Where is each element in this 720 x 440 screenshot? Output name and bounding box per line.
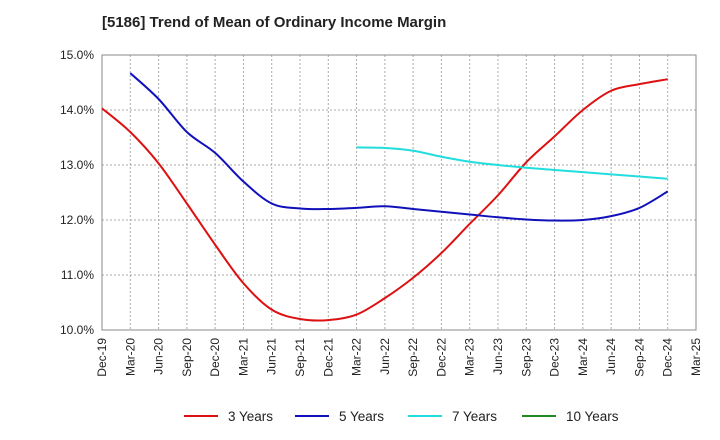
x-tick-label: Dec-21 [321,338,335,377]
legend-item-7-years: 7 Years [408,404,497,428]
x-tick-label: Dec-22 [434,338,448,377]
x-tick-label: Dec-20 [208,338,222,377]
x-tick-label: Mar-24 [576,338,590,376]
legend-item-5-years: 5 Years [295,404,384,428]
x-tick-label: Sep-21 [293,338,307,377]
y-tick-label: 15.0% [60,48,94,62]
x-tick-label: Dec-19 [95,338,109,377]
x-tick-label: Mar-22 [350,338,364,376]
x-tick-label: Mar-23 [463,338,477,376]
x-tick-label: Mar-25 [689,338,703,376]
y-tick-label: 10.0% [60,323,94,337]
y-tick-label: 13.0% [60,158,94,172]
x-tick-label: Sep-24 [632,338,646,377]
chart-title: [5186] Trend of Mean of Ordinary Income … [102,14,447,31]
y-tick-label: 11.0% [61,268,94,282]
y-tick-label: 12.0% [60,213,94,227]
x-tick-label: Sep-20 [180,338,194,377]
x-tick-label: Mar-20 [123,338,137,376]
x-tick-label: Mar-21 [236,338,250,376]
x-tick-label: Jun-22 [378,338,392,375]
plot-frame [101,54,697,331]
x-tick-label: Dec-23 [548,338,562,377]
series-line-7-years [356,146,668,180]
legend-item-3-years: 3 Years [184,404,273,428]
legend-label: 5 Years [339,408,385,424]
legend-label: 7 Years [452,408,498,424]
legend-swatch [408,415,442,417]
legend-label: 10 Years [566,408,619,424]
series-line-5-years [129,72,669,222]
x-tick-label: Jun-21 [265,338,279,375]
x-tick-label: Jun-23 [491,338,505,375]
x-tick-label: Jun-24 [604,338,618,375]
x-tick-label: Sep-23 [519,338,533,377]
grid-lines [102,55,696,330]
series-lines [101,72,669,322]
legend-item-10-years: 10 Years [522,404,619,428]
legend-swatch [295,415,329,417]
x-tick-label: Dec-24 [661,338,675,377]
x-tick-labels: Dec-19 Mar-20 Jun-20 Sep-20 Dec-20 Mar-21 Jun-… [95,338,703,377]
legend-swatch [522,415,556,417]
x-tick-label: Sep-22 [406,338,420,377]
y-tick-label: 14.0% [60,103,94,117]
y-tick-labels: 10.0% 11.0% 12.0% 13.0% 14.0% 15.0% [60,48,94,337]
legend-swatch [184,415,218,417]
x-tick-label: Jun-20 [152,338,166,375]
legend: 3 Years 5 Years 7 Years 10 Years [0,404,720,428]
series-line-3-years [101,78,668,322]
legend-label: 3 Years [228,408,274,424]
